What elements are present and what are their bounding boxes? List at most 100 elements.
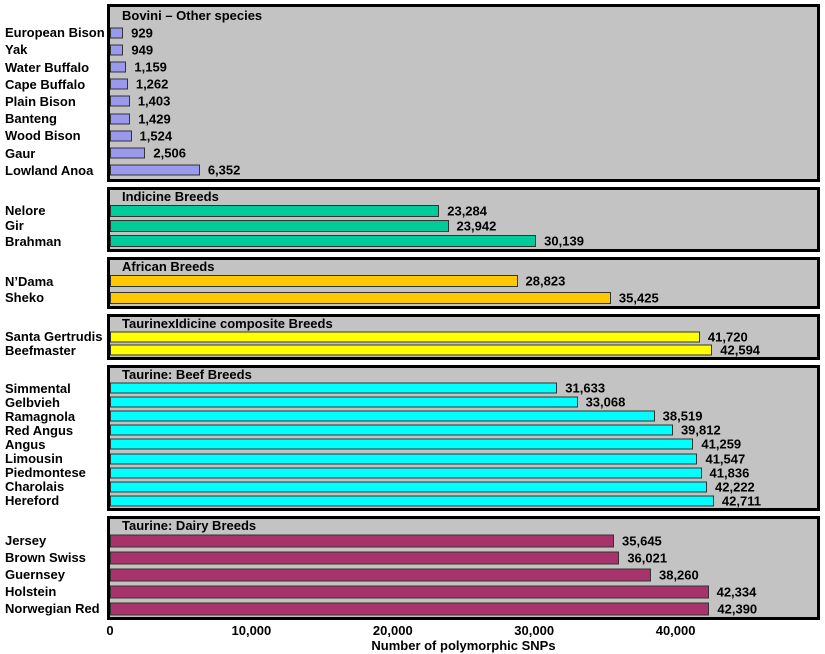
bar-row: 1,159 bbox=[110, 58, 817, 75]
value-label: 35,425 bbox=[618, 290, 659, 306]
bar bbox=[110, 585, 709, 598]
bar bbox=[110, 44, 124, 56]
bar-row: 1,262 bbox=[110, 76, 817, 93]
bar-row: 42,334 bbox=[110, 583, 817, 600]
value-label: 41,836 bbox=[709, 465, 750, 481]
category-label: N’Dama bbox=[5, 273, 54, 289]
bar bbox=[110, 27, 124, 39]
category-labels: Nelore Gir Brahman bbox=[0, 187, 107, 252]
bar bbox=[110, 534, 615, 547]
bar bbox=[110, 396, 578, 408]
group-title: African Breeds bbox=[122, 259, 215, 274]
bar-row: 949 bbox=[110, 41, 817, 58]
bar bbox=[110, 382, 558, 394]
bar bbox=[110, 467, 702, 479]
group-panel: Taurine: Dairy Breeds 35,645 36,021 38,260 4… bbox=[107, 516, 820, 620]
bar-row: 31,633 bbox=[110, 380, 817, 396]
value-label: 33,068 bbox=[585, 394, 626, 410]
value-label: 38,519 bbox=[662, 408, 703, 424]
category-labels: Jersey Brown Swiss Guernsey Holstein Norwegi… bbox=[0, 516, 107, 620]
group-panel: TaurinexIdicine composite Breeds 41,720 42… bbox=[107, 314, 820, 360]
chart-group: Jersey Brown Swiss Guernsey Holstein Norwegi… bbox=[0, 516, 820, 620]
category-label: Wood Bison bbox=[5, 128, 81, 144]
bar bbox=[110, 291, 611, 304]
category-labels: N’Dama Sheko bbox=[0, 257, 107, 309]
group-panel: Indicine Breeds 23,284 23,942 30,139 bbox=[107, 187, 820, 252]
category-label: Red Angus bbox=[5, 422, 74, 438]
category-label: Jersey bbox=[5, 533, 47, 548]
bar-row: 35,645 bbox=[110, 532, 817, 549]
bar-row: 6,352 bbox=[110, 162, 817, 179]
bar-row: 42,711 bbox=[110, 493, 817, 508]
bar-row: 23,942 bbox=[110, 218, 817, 233]
category-label: Gir bbox=[5, 218, 24, 234]
category-label: Piedmontese bbox=[5, 465, 86, 481]
value-label: 6,352 bbox=[207, 162, 241, 178]
bar bbox=[110, 130, 132, 142]
x-axis-tick: 30,000 bbox=[514, 623, 555, 638]
bar bbox=[110, 438, 694, 450]
bar bbox=[110, 235, 537, 248]
value-label: 23,284 bbox=[447, 203, 487, 219]
chart-group: Santa Gertrudis Beefmaster TaurinexIdicine… bbox=[0, 314, 820, 360]
chart-group: Simmental Gelbvieh Ramagnola Red Angus Angus… bbox=[0, 365, 820, 511]
bar bbox=[110, 164, 200, 176]
value-label: 35,645 bbox=[622, 533, 662, 548]
category-label: Brown Swiss bbox=[5, 550, 86, 565]
category-labels: Santa Gertrudis Beefmaster bbox=[0, 314, 107, 360]
category-label: Lowland Anoa bbox=[5, 162, 94, 178]
bar bbox=[110, 602, 710, 615]
bar bbox=[110, 78, 128, 90]
category-label: Gaur bbox=[5, 145, 36, 161]
bar-row: 929 bbox=[110, 24, 817, 41]
bar bbox=[110, 344, 713, 356]
value-label: 28,823 bbox=[525, 273, 566, 289]
category-label: Charolais bbox=[5, 479, 65, 495]
group-title: Taurine: Beef Breeds bbox=[122, 367, 252, 382]
bar-row: 38,260 bbox=[110, 566, 817, 583]
bar-row: 1,524 bbox=[110, 127, 817, 144]
bar bbox=[110, 219, 449, 232]
bar-row: 30,139 bbox=[110, 234, 817, 249]
bar-row: 42,594 bbox=[110, 343, 817, 358]
value-label: 41,547 bbox=[705, 451, 746, 467]
value-label: 30,139 bbox=[544, 233, 584, 249]
bar-row: 36,021 bbox=[110, 549, 817, 566]
category-labels: European Bison Yak Water Buffalo Cape Buffa… bbox=[0, 4, 107, 182]
group-title: Indicine Breeds bbox=[122, 189, 219, 204]
category-label: Cape Buffalo bbox=[5, 76, 86, 92]
bar-row: 42,390 bbox=[110, 600, 817, 617]
bar bbox=[110, 424, 673, 436]
bar bbox=[110, 551, 620, 564]
bar-row: 41,547 bbox=[110, 451, 817, 467]
value-label: 31,633 bbox=[565, 380, 606, 396]
bar bbox=[110, 147, 146, 159]
chart-groups: European Bison Yak Water Buffalo Cape Buffa… bbox=[0, 4, 820, 620]
category-label: Beefmaster bbox=[5, 342, 76, 358]
bar bbox=[110, 481, 708, 493]
bar-row: 28,823 bbox=[110, 273, 817, 290]
value-label: 2,506 bbox=[153, 145, 186, 161]
chart-group: N’Dama Sheko African Breeds 28,823 35,425 bbox=[0, 257, 820, 309]
category-label: Holstein bbox=[5, 584, 57, 599]
bar-row: 35,425 bbox=[110, 290, 817, 307]
x-axis-tick: 20,000 bbox=[372, 623, 413, 638]
bar-row: 33,068 bbox=[110, 394, 817, 410]
category-label: Yak bbox=[5, 42, 28, 58]
x-axis-tick: 0 bbox=[106, 623, 114, 638]
value-label: 42,390 bbox=[717, 601, 758, 616]
group-title: TaurinexIdicine composite Breeds bbox=[122, 316, 333, 331]
value-label: 1,524 bbox=[139, 128, 173, 144]
category-labels: Simmental Gelbvieh Ramagnola Red Angus Angus… bbox=[0, 365, 107, 511]
x-axis: 0 10,000 20,000 30,000 40,000 bbox=[106, 623, 817, 638]
bar bbox=[110, 61, 127, 73]
value-label: 1,429 bbox=[138, 111, 171, 127]
group-panel: Bovini – Other species 929 949 1,159 1,262 1,… bbox=[107, 4, 820, 182]
category-label: Simmental bbox=[5, 380, 71, 396]
bar bbox=[110, 453, 698, 465]
category-label: Ramagnola bbox=[5, 408, 76, 424]
value-label: 41,720 bbox=[707, 329, 748, 345]
bar-row: 39,812 bbox=[110, 423, 817, 438]
category-label: Plain Bison bbox=[5, 93, 76, 109]
